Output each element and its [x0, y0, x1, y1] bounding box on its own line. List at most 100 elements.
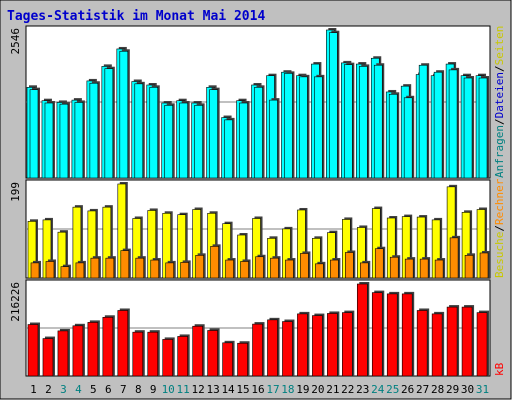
- bar-kb-day-26: [401, 293, 413, 377]
- x-tick-label-day-30: 30: [461, 383, 474, 396]
- x-tick-label-day-8: 8: [135, 383, 142, 396]
- bar-dateien-day-8: [134, 83, 144, 179]
- x-tick-label-day-12: 12: [192, 383, 205, 396]
- bar-kb-day-31: [476, 312, 488, 377]
- bar-kb-day-1: [27, 324, 39, 377]
- bar-kb-day-27: [416, 310, 428, 377]
- bar-dateien-day-25: [388, 93, 398, 179]
- bar-rechner-day-19: [300, 253, 309, 279]
- bar-rechner-day-10: [165, 262, 175, 279]
- chart-title: Tages-Statistik im Monat Mai 2014: [7, 9, 265, 24]
- bar-dateien-day-2: [44, 102, 54, 179]
- bar-kb-day-29: [446, 306, 458, 377]
- bar-dateien-day-18: [284, 73, 293, 179]
- bar-kb-day-6: [102, 316, 114, 377]
- panel-3-legend-kb: kB: [493, 362, 506, 376]
- bar-dateien-day-31: [478, 77, 488, 179]
- x-tick-label-day-17: 17: [266, 383, 279, 396]
- bar-dateien-day-6: [104, 68, 114, 179]
- bar-kb-day-30: [461, 306, 473, 377]
- bar-kb-day-21: [327, 313, 338, 377]
- x-tick-label-day-6: 6: [105, 383, 112, 396]
- bar-kb-day-24: [371, 292, 383, 377]
- x-tick-label-day-3: 3: [60, 383, 67, 396]
- panel-2-legend: Besuche/Rechner: [493, 178, 506, 278]
- bar-kb-day-15: [237, 342, 248, 377]
- x-tick-label-day-28: 28: [431, 383, 444, 396]
- bar-rechner-day-17: [270, 257, 279, 279]
- bar-rechner-day-15: [240, 261, 249, 279]
- bar-kb-day-5: [87, 322, 99, 377]
- panel-1-legend-seiten: Seiten: [493, 26, 506, 66]
- bar-rechner-day-28: [434, 259, 444, 279]
- x-tick-label-day-23: 23: [356, 383, 369, 396]
- bar-rechner-day-24: [374, 248, 384, 279]
- bar-rechner-day-2: [45, 261, 55, 279]
- panel-2-legend-rechner: Rechner: [493, 178, 506, 225]
- x-tick-label-day-25: 25: [386, 383, 399, 396]
- bar-kb-day-12: [192, 325, 203, 377]
- x-tick-label-day-24: 24: [371, 383, 385, 396]
- bar-kb-day-2: [42, 338, 54, 377]
- panel-1-legend-dateien: Dateien: [493, 72, 506, 118]
- x-tick-label-day-29: 29: [446, 383, 459, 396]
- bar-dateien-day-21: [329, 32, 338, 179]
- bar-rechner-day-18: [285, 259, 294, 279]
- bar-rechner-day-14: [225, 259, 234, 279]
- bar-rechner-day-4: [75, 262, 85, 279]
- x-tick-label-day-27: 27: [416, 383, 429, 396]
- x-tick-label-day-21: 21: [326, 383, 339, 396]
- x-tick-label-day-15: 15: [236, 383, 249, 396]
- bar-dateien-day-15: [239, 102, 248, 179]
- x-tick-label-day-26: 26: [401, 383, 414, 396]
- bar-rechner-day-7: [120, 250, 130, 279]
- bar-kb-day-18: [282, 321, 293, 377]
- bar-kb-day-13: [207, 330, 218, 377]
- x-tick-label-day-1: 1: [30, 383, 37, 396]
- bar-rechner-day-27: [419, 258, 429, 279]
- bar-dateien-day-20: [314, 76, 323, 179]
- bar-dateien-day-11: [179, 102, 188, 179]
- bar-rechner-day-22: [345, 252, 354, 279]
- bar-rechner-day-6: [105, 257, 115, 279]
- x-tick-label-day-13: 13: [206, 383, 219, 396]
- bar-dateien-day-12: [194, 105, 203, 179]
- x-tick-label-day-5: 5: [90, 383, 97, 396]
- bar-rechner-day-5: [90, 257, 100, 279]
- x-tick-label-day-11: 11: [177, 383, 190, 396]
- bar-dateien-day-1: [29, 89, 39, 179]
- bar-dateien-day-26: [403, 97, 413, 179]
- bar-dateien-day-19: [299, 76, 308, 179]
- bar-dateien-day-24: [373, 64, 383, 179]
- bar-dateien-day-5: [89, 82, 99, 179]
- bar-dateien-day-13: [209, 89, 218, 179]
- bar-kb-day-17: [267, 319, 278, 377]
- bar-dateien-day-27: [418, 64, 428, 179]
- bar-kb-day-20: [312, 315, 323, 377]
- bar-dateien-day-7: [119, 50, 129, 179]
- x-tick-label-day-19: 19: [296, 383, 309, 396]
- x-tick-label-day-7: 7: [120, 383, 127, 396]
- bar-dateien-day-28: [433, 71, 443, 179]
- bar-kb-day-8: [132, 331, 144, 377]
- bar-rechner-day-21: [330, 259, 339, 279]
- panel-3-legend: kB: [493, 362, 506, 376]
- bar-rechner-day-3: [60, 266, 70, 279]
- bar-rechner-day-8: [135, 257, 145, 279]
- bar-kb-day-10: [162, 339, 174, 377]
- panel-1-legend: Anfragen/Dateien/Seiten: [493, 26, 506, 178]
- x-tick-label-day-16: 16: [251, 383, 264, 396]
- panel-1-legend-anfragen: Anfragen: [493, 125, 506, 178]
- bar-kb-day-19: [297, 313, 308, 377]
- panel-2-legend-: /: [493, 225, 506, 232]
- panel-3-ymax-label: 216226: [9, 282, 22, 322]
- bar-kb-day-22: [342, 312, 353, 377]
- bar-kb-day-7: [117, 310, 129, 377]
- bar-rechner-day-26: [404, 258, 414, 279]
- panel-1-ymax-label: 2546: [9, 28, 22, 55]
- bar-rechner-day-30: [464, 255, 474, 279]
- bar-dateien-day-30: [463, 77, 473, 179]
- bar-rechner-day-31: [479, 252, 489, 279]
- bar-kb-day-9: [147, 331, 159, 377]
